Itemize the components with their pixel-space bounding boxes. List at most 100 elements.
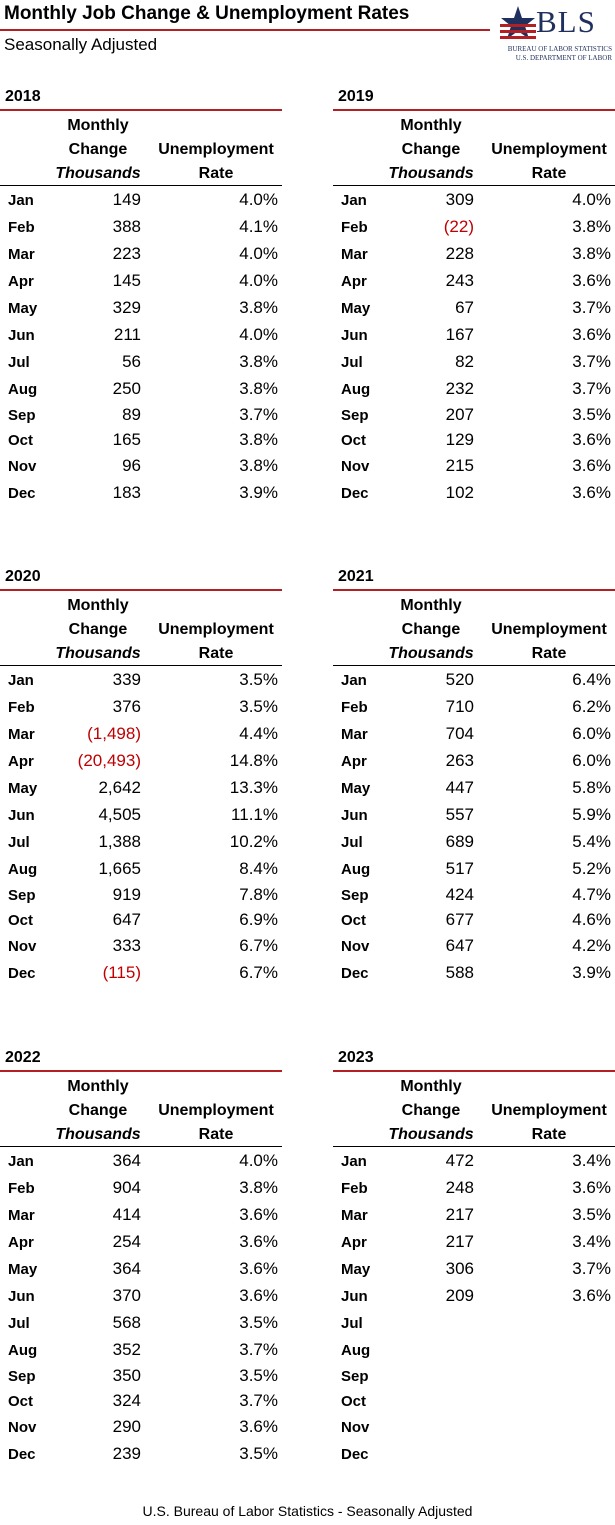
month-label: Feb	[341, 699, 368, 716]
month-label: Nov	[341, 458, 370, 475]
job-change-value: 376	[112, 697, 141, 716]
page-subtitle: Seasonally Adjusted	[4, 35, 158, 54]
unemployment-rate-value: 3.7%	[239, 1340, 278, 1359]
table-row: Jan 364 4.0%	[0, 1149, 282, 1175]
month-label: May	[8, 780, 38, 797]
job-change-value: 209	[445, 1286, 474, 1305]
year-rule	[333, 1070, 615, 1072]
month-label: Oct	[341, 432, 367, 449]
unemployment-rate-value: 4.0%	[572, 190, 611, 209]
job-change-value: 339	[112, 670, 141, 689]
table-row: Jul 689 5.4%	[333, 830, 615, 856]
column-header-unemployment: Unemployment	[158, 621, 274, 638]
table-row: Nov	[333, 1415, 615, 1441]
job-change-value: 167	[445, 325, 474, 344]
column-header-change: Change	[68, 141, 128, 158]
job-change-value: 414	[112, 1205, 141, 1224]
month-label: Dec	[8, 965, 36, 982]
job-change-value: 517	[445, 859, 474, 878]
unemployment-rate-value: 3.8%	[239, 430, 278, 449]
column-header-change: Change	[68, 1102, 128, 1119]
job-change-value: 647	[445, 936, 474, 955]
table-row: Jan 149 4.0%	[0, 188, 282, 214]
column-header-rate: Rate	[198, 1126, 234, 1143]
month-label: Jun	[8, 327, 35, 344]
column-header-thousands: Thousands	[388, 645, 474, 662]
month-label: Jan	[8, 672, 34, 689]
year-panel-2019: 2019 Monthly Change Thousands Unemployment Ra…	[333, 88, 615, 508]
month-label: Mar	[8, 246, 35, 263]
year-rule	[0, 589, 282, 591]
table-row: Jan 472 3.4%	[333, 1149, 615, 1175]
column-header-monthly: Monthly	[400, 117, 462, 134]
job-change-value: 89	[122, 405, 141, 424]
month-label: Jun	[341, 1288, 368, 1305]
unemployment-rate-value: 3.8%	[572, 244, 611, 263]
job-change-value: 223	[112, 244, 141, 263]
month-label: Jul	[8, 1315, 30, 1332]
month-label: May	[8, 1261, 38, 1278]
table-row: Feb 710 6.2%	[333, 695, 615, 721]
month-label: Jun	[341, 807, 368, 824]
month-label: Mar	[341, 1207, 368, 1224]
unemployment-rate-value: 4.0%	[239, 1151, 278, 1170]
month-label: Jan	[341, 192, 367, 209]
unemployment-rate-value: 3.7%	[572, 379, 611, 398]
unemployment-rate-value: 3.5%	[572, 1205, 611, 1224]
month-label: Mar	[341, 726, 368, 743]
table-row: Sep 89 3.7%	[0, 403, 282, 429]
job-change-value: 248	[445, 1178, 474, 1197]
month-label: Dec	[341, 1446, 369, 1463]
unemployment-rate-value: 3.6%	[239, 1286, 278, 1305]
month-label: Oct	[8, 1393, 34, 1410]
table-row: Mar 414 3.6%	[0, 1203, 282, 1229]
job-change-value: 370	[112, 1286, 141, 1305]
job-change-value: 232	[445, 379, 474, 398]
month-label: Apr	[8, 1234, 34, 1251]
month-label: Jan	[341, 1153, 367, 1170]
job-change-value: 2,642	[98, 778, 141, 797]
table-row: Jan 520 6.4%	[333, 668, 615, 694]
table-row: Mar 217 3.5%	[333, 1203, 615, 1229]
unemployment-rate-value: 3.6%	[572, 325, 611, 344]
table-row: Oct 324 3.7%	[0, 1389, 282, 1415]
table-row: Apr (20,493) 14.8%	[0, 749, 282, 775]
table-row: Feb 248 3.6%	[333, 1176, 615, 1202]
unemployment-rate-value: 3.6%	[572, 1286, 611, 1305]
table-row: Jul 82 3.7%	[333, 350, 615, 376]
unemployment-rate-value: 6.2%	[572, 697, 611, 716]
job-change-value: 290	[112, 1417, 141, 1436]
table-row: Nov 96 3.8%	[0, 454, 282, 480]
month-label: Jul	[8, 834, 30, 851]
table-row: Jun 370 3.6%	[0, 1284, 282, 1310]
column-header-unemployment: Unemployment	[158, 141, 274, 158]
unemployment-rate-value: 3.6%	[239, 1259, 278, 1278]
table-row: Sep 350 3.5%	[0, 1364, 282, 1390]
month-label: Nov	[8, 938, 37, 955]
table-row: Sep 919 7.8%	[0, 883, 282, 909]
month-label: Oct	[8, 912, 34, 929]
table-row: Sep	[333, 1364, 615, 1390]
table-row: Oct	[333, 1389, 615, 1415]
table-row: May 329 3.8%	[0, 296, 282, 322]
table-row: Oct 647 6.9%	[0, 908, 282, 934]
job-change-value: 710	[445, 697, 474, 716]
unemployment-rate-value: 11.1%	[231, 805, 278, 824]
table-row: Jan 339 3.5%	[0, 668, 282, 694]
job-change-value: 1,665	[98, 859, 141, 878]
month-label: Aug	[341, 1342, 371, 1359]
unemployment-rate-value: 3.5%	[239, 1444, 278, 1463]
job-change-value: 520	[445, 670, 474, 689]
unemployment-rate-value: 4.1%	[239, 217, 278, 236]
year-rule	[0, 109, 282, 111]
unemployment-rate-value: 3.8%	[239, 352, 278, 371]
job-change-value: 588	[445, 963, 474, 982]
month-label: Jul	[341, 1315, 363, 1332]
job-change-value: 557	[445, 805, 474, 824]
job-change-value: 82	[455, 352, 474, 371]
table-row: Jun 557 5.9%	[333, 803, 615, 829]
job-change-value: 447	[445, 778, 474, 797]
year-heading: 2018	[5, 88, 41, 105]
job-change-value: 919	[112, 885, 141, 904]
unemployment-rate-value: 3.9%	[572, 963, 611, 982]
